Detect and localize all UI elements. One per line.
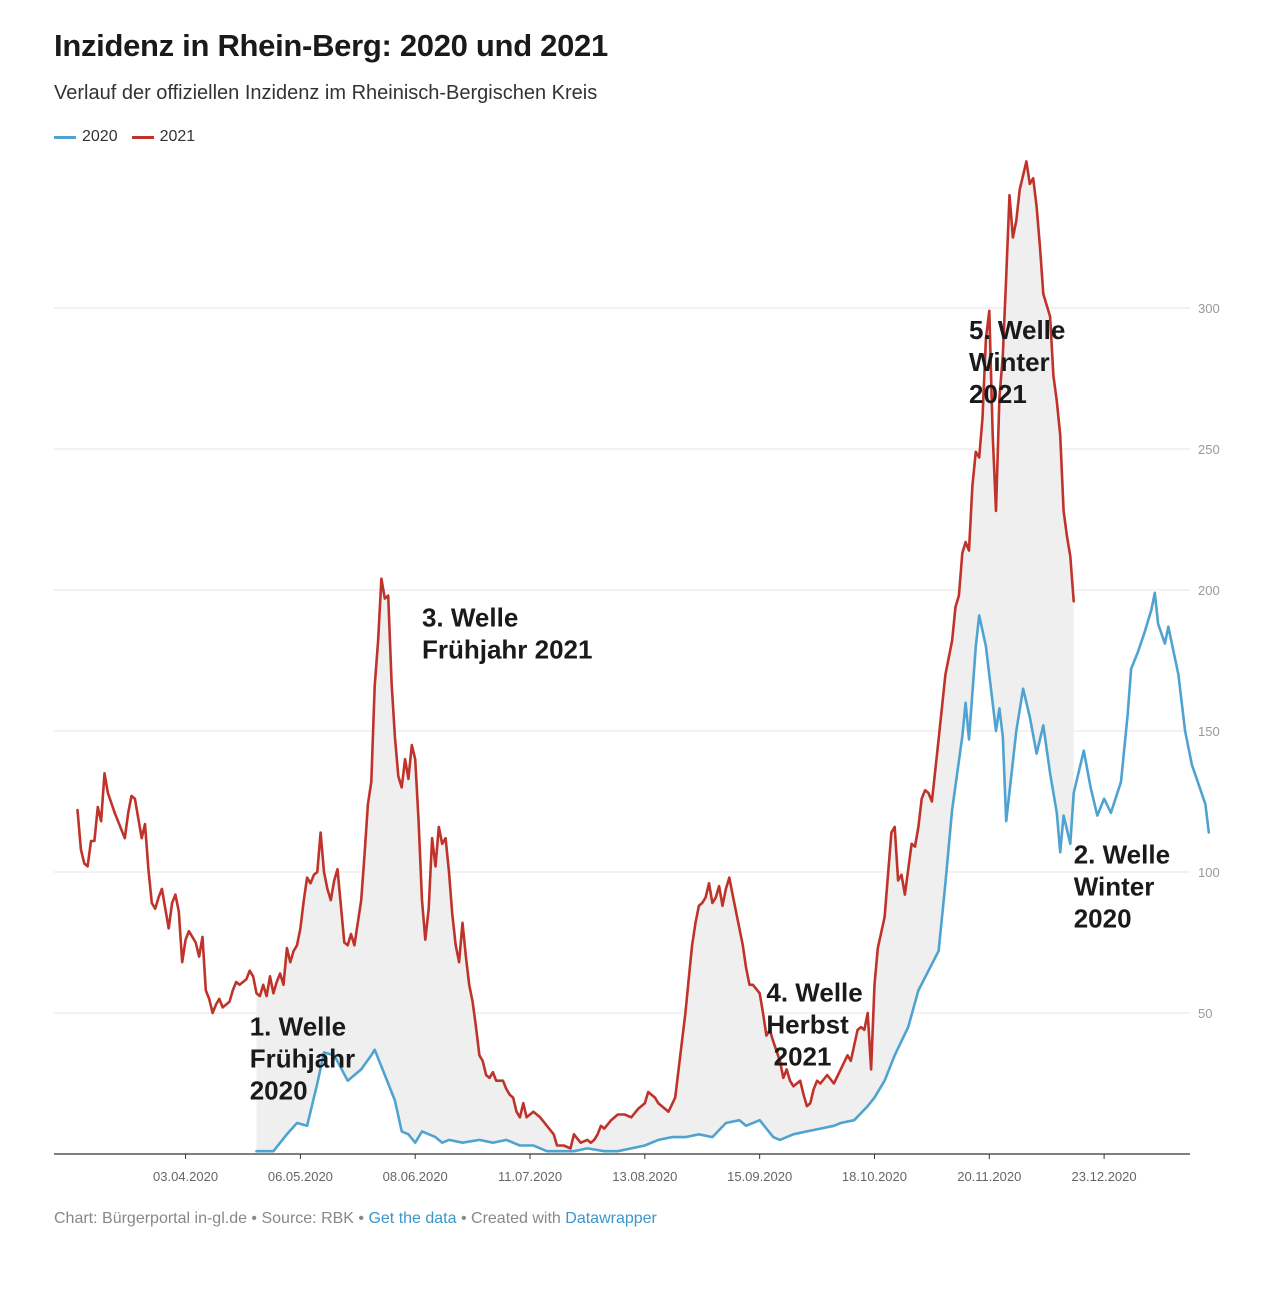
- y-tick-label-250: 250: [1198, 442, 1220, 457]
- annotation-line: 3. Welle: [422, 603, 518, 633]
- annotation-line: Frühjahr: [250, 1044, 355, 1074]
- chart-title: Inzidenz in Rhein-Berg: 2020 und 2021: [54, 28, 608, 63]
- series-line-2020: [255, 591, 1211, 1153]
- x-tick-label-0: 03.04.2020: [153, 1169, 218, 1184]
- y-tick-label-200: 200: [1198, 583, 1220, 598]
- series-line-2021: [76, 160, 1075, 1150]
- x-tick-label-1: 06.05.2020: [268, 1169, 333, 1184]
- footer-middle: • Created with: [456, 1210, 566, 1227]
- annotation-1: 1. Welle Frühjahr 2020: [250, 1012, 355, 1106]
- annotation-line: Herbst: [766, 1010, 849, 1040]
- annotation-line: Frühjahr 2021: [422, 635, 593, 665]
- annotation-line: 2. Welle: [1074, 840, 1170, 870]
- annotation-line: 2021: [969, 379, 1027, 409]
- annotation-2: 3. Welle Frühjahr 2021: [422, 603, 593, 665]
- annotation-4: 5. Welle Winter 2021: [969, 315, 1065, 409]
- legend-item-2020: 2020: [54, 128, 118, 146]
- legend-label-2020: 2020: [82, 128, 118, 145]
- x-tick-label-3: 11.07.2020: [498, 1169, 562, 1184]
- x-tick-label-7: 20.11.2020: [957, 1169, 1021, 1184]
- annotation-line: 2020: [1074, 904, 1132, 934]
- chart-footer: Chart: Bürgerportal in-gl.de • Source: R…: [54, 1210, 657, 1228]
- annotation-line: 2021: [766, 1042, 831, 1072]
- x-tick-label-6: 18.10.2020: [842, 1169, 907, 1184]
- annotation-line: 5. Welle: [969, 315, 1065, 345]
- footer-credit: Chart: Bürgerportal in-gl.de • Source: R…: [54, 1210, 369, 1227]
- x-tick-label-8: 23.12.2020: [1072, 1169, 1137, 1184]
- legend: 2020 2021: [54, 128, 195, 146]
- chart-area: 50 100 150 200 250 300 03.04.2020 06.05.2020 08.…: [54, 160, 1220, 1184]
- annotation-line: 1. Welle: [250, 1012, 346, 1042]
- annotation-line: Winter: [1074, 872, 1155, 902]
- y-tick-label-150: 150: [1198, 724, 1220, 739]
- y-tick-label-100: 100: [1198, 865, 1220, 880]
- annotation-line: 4. Welle: [766, 978, 862, 1008]
- annotation-5: 2. Welle Winter 2020: [1074, 840, 1170, 934]
- annotation-3: 4. Welle Herbst 2021: [766, 978, 862, 1072]
- legend-swatch-2020: [54, 135, 76, 139]
- annotation-line: Winter: [969, 347, 1050, 377]
- y-tick-label-50: 50: [1198, 1006, 1212, 1021]
- legend-swatch-2021: [131, 135, 154, 139]
- legend-item-2021: 2021: [131, 128, 196, 146]
- annotation-line: 2020: [250, 1076, 308, 1106]
- x-tick-label-5: 15.09.2020: [727, 1169, 792, 1184]
- y-tick-label-300: 300: [1198, 301, 1220, 316]
- legend-label-2021: 2021: [159, 128, 196, 145]
- datawrapper-link[interactable]: Datawrapper: [565, 1210, 657, 1227]
- x-tick-label-4: 13.08.2020: [612, 1169, 677, 1184]
- get-the-data-link[interactable]: Get the data: [368, 1210, 457, 1227]
- x-tick-label-2: 08.06.2020: [383, 1169, 448, 1184]
- chart-subtitle: Verlauf der offiziellen Inzidenz im Rhei…: [54, 82, 598, 104]
- range-area: [256, 161, 1074, 1152]
